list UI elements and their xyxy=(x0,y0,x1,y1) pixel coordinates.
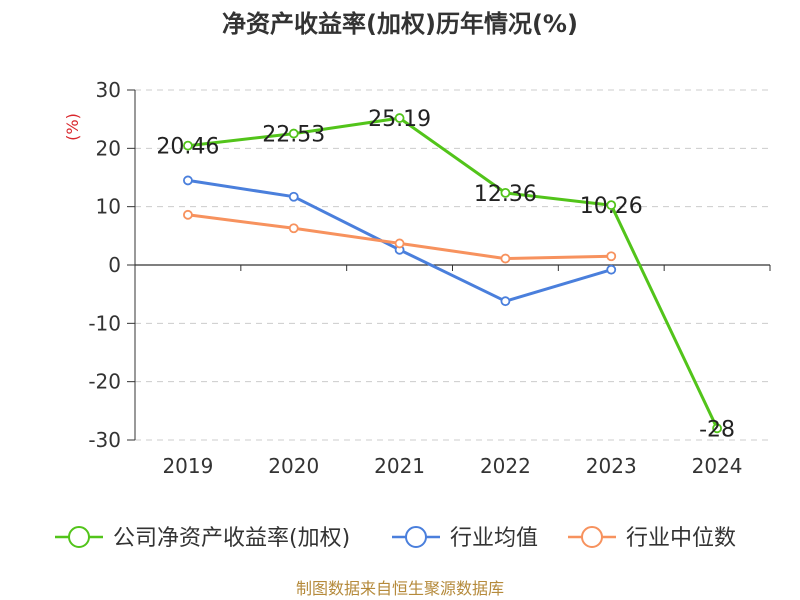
data-point xyxy=(500,253,511,264)
y-tick-label: 30 xyxy=(96,78,121,102)
data-point xyxy=(183,175,193,186)
data-label: -28 xyxy=(699,417,735,442)
y-tick-label: 20 xyxy=(96,136,121,160)
data-point xyxy=(288,191,299,202)
legend-marker-3 xyxy=(581,526,603,548)
y-tick-label: -30 xyxy=(88,428,121,452)
data-point xyxy=(394,238,405,249)
y-tick-label: -20 xyxy=(88,370,121,394)
data-point xyxy=(712,423,722,434)
chart-title: 净资产收益率(加权)历年情况(%) xyxy=(222,10,578,38)
x-tick-label: 2024 xyxy=(692,454,743,478)
data-labels: 20.46 22.53 25.19 12.36 10.26 -28 xyxy=(156,107,735,442)
data-point xyxy=(500,187,511,198)
axes: 30 20 10 0 -10 -20 -30 2019 2020 2021 2022 2023 2024 xyxy=(88,78,771,478)
legend-marker-1 xyxy=(68,526,90,548)
data-point xyxy=(183,209,193,220)
data-point xyxy=(500,296,511,307)
data-point xyxy=(606,264,617,275)
series-line-1 xyxy=(187,116,719,429)
x-tick-label: 2020 xyxy=(268,454,319,478)
data-label: 22.53 xyxy=(262,123,325,148)
data-label: 12.36 xyxy=(474,182,537,207)
legend-label-3: 行业中位数 xyxy=(626,526,736,551)
data-point xyxy=(606,251,617,262)
source-note: 制图数据来自恒生聚源数据库 xyxy=(296,579,504,598)
y-tick-label: 0 xyxy=(108,253,121,277)
x-tick-label: 2021 xyxy=(374,454,425,478)
data-label: 25.19 xyxy=(368,107,431,132)
x-tick-label: 2022 xyxy=(480,454,531,478)
legend-marker-2 xyxy=(405,526,427,548)
data-point xyxy=(394,113,405,123)
legend: 公司净资产收益率(加权) 行业均值 行业中位数 xyxy=(55,526,736,551)
x-tick-label: 2023 xyxy=(586,454,637,478)
y-axis-unit: (%) xyxy=(63,113,82,141)
grid-lines xyxy=(135,89,770,441)
legend-label-1: 公司净资产收益率(加权) xyxy=(113,526,350,551)
data-point xyxy=(183,140,193,151)
data-point xyxy=(606,200,617,211)
data-label: 10.26 xyxy=(580,194,643,219)
x-tick-label: 2019 xyxy=(162,454,213,478)
legend-label-2: 行业均值 xyxy=(450,526,538,551)
series-group xyxy=(183,113,722,434)
data-label: 20.46 xyxy=(156,135,219,160)
y-tick-label: -10 xyxy=(88,311,121,335)
data-point xyxy=(288,223,299,234)
data-point xyxy=(288,128,299,139)
y-tick-label: 10 xyxy=(96,195,121,219)
